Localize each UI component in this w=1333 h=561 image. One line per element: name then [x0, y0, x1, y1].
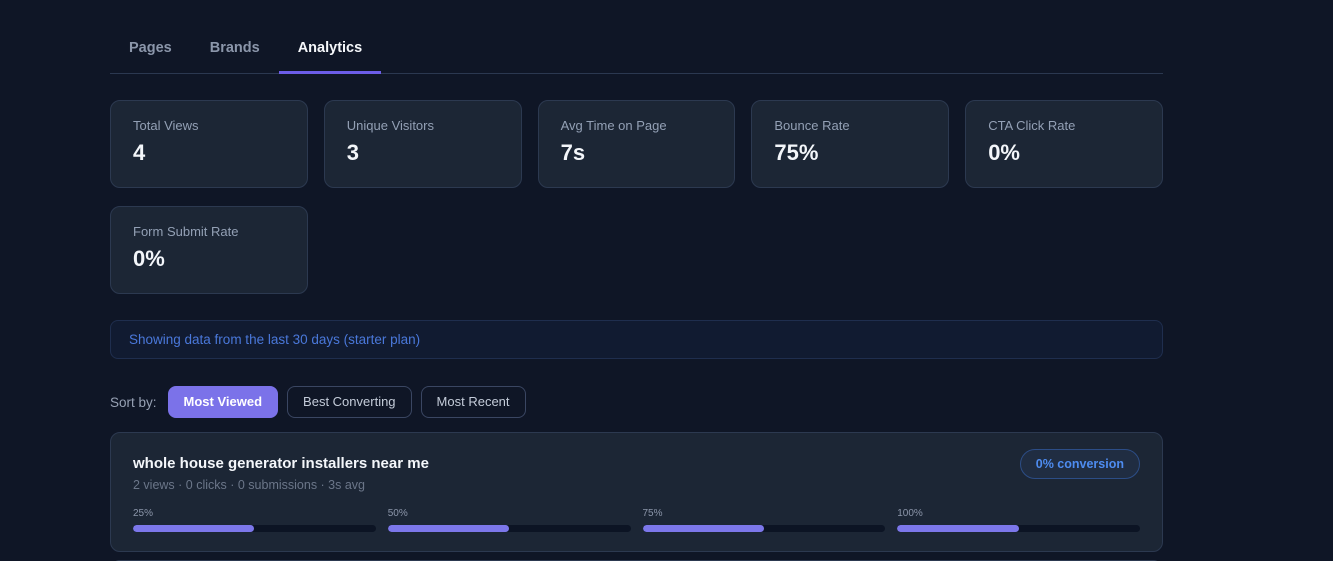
stat-value: 0% — [133, 246, 165, 271]
stat-card-cta-click-rate: CTA Click Rate 0% — [965, 100, 1163, 188]
stat-label: Bounce Rate — [774, 118, 850, 133]
progress-fill — [642, 525, 764, 533]
sort-most-recent-button[interactable]: Most Recent — [420, 386, 526, 419]
scroll-depth-100: 100% — [897, 508, 1140, 533]
scroll-depth-label: 25% — [133, 508, 154, 520]
page-stats-meta: 2 views · 0 clicks · 0 submissions · 3s … — [133, 478, 366, 493]
progress-track — [642, 525, 886, 533]
progress-fill — [133, 525, 255, 533]
scroll-depth-grid: 25% 50% 75% 100% — [133, 508, 1140, 533]
progress-track — [133, 525, 376, 533]
result-header: whole house generator installers near me… — [133, 449, 1140, 492]
analytics-page: Pages Brands Analytics Total Views 4 Uni… — [110, 0, 1163, 561]
stat-value: 7s — [560, 140, 586, 165]
progress-track — [387, 525, 631, 533]
sort-row: Sort by: Most Viewed Best Converting Mos… — [110, 386, 1163, 419]
page-title: whole house generator installers near me — [133, 455, 429, 473]
progress-fill — [897, 525, 1019, 533]
stat-card-avg-time: Avg Time on Page 7s — [537, 100, 736, 188]
page-result-card[interactable]: whole house generator installers near me… — [110, 432, 1163, 553]
tab-brands[interactable]: Brands — [209, 40, 260, 56]
stat-label: Form Submit Rate — [133, 224, 239, 239]
stat-card-unique-visitors: Unique Visitors 3 — [323, 100, 522, 188]
conversion-badge: 0% conversion — [1019, 449, 1140, 480]
stat-label: Total Views — [133, 118, 199, 133]
tab-analytics[interactable]: Analytics — [278, 38, 382, 74]
stat-card-total-views: Total Views 4 — [110, 100, 308, 188]
stat-value: 0% — [988, 140, 1020, 165]
progress-track — [897, 525, 1140, 533]
stat-card-bounce-rate: Bounce Rate 75% — [751, 100, 950, 188]
stat-label: CTA Click Rate — [988, 118, 1076, 133]
scroll-depth-75: 75% — [642, 508, 886, 533]
scroll-depth-label: 50% — [387, 508, 408, 520]
stat-label: Avg Time on Page — [560, 118, 667, 133]
stats-grid: Total Views 4 Unique Visitors 3 Avg Time… — [110, 100, 1163, 294]
scroll-depth-label: 75% — [642, 508, 663, 520]
result-title-block: whole house generator installers near me… — [133, 449, 429, 492]
stat-value: 75% — [774, 140, 819, 165]
plan-notice-banner: Showing data from the last 30 days (star… — [110, 320, 1163, 359]
stat-value: 3 — [346, 140, 360, 165]
stat-value: 4 — [133, 140, 146, 165]
tab-pages[interactable]: Pages — [129, 40, 172, 56]
sort-by-label: Sort by: — [110, 394, 157, 410]
tab-bar: Pages Brands Analytics — [110, 38, 1163, 74]
scroll-depth-25: 25% — [133, 508, 376, 533]
sort-best-converting-button[interactable]: Best Converting — [287, 386, 412, 419]
stat-label: Unique Visitors — [346, 118, 434, 133]
progress-fill — [387, 525, 510, 533]
sort-most-viewed-button[interactable]: Most Viewed — [167, 386, 279, 419]
scroll-depth-50: 50% — [387, 508, 631, 533]
stat-card-form-submit-rate: Form Submit Rate 0% — [110, 206, 308, 294]
scroll-depth-label: 100% — [897, 508, 923, 520]
